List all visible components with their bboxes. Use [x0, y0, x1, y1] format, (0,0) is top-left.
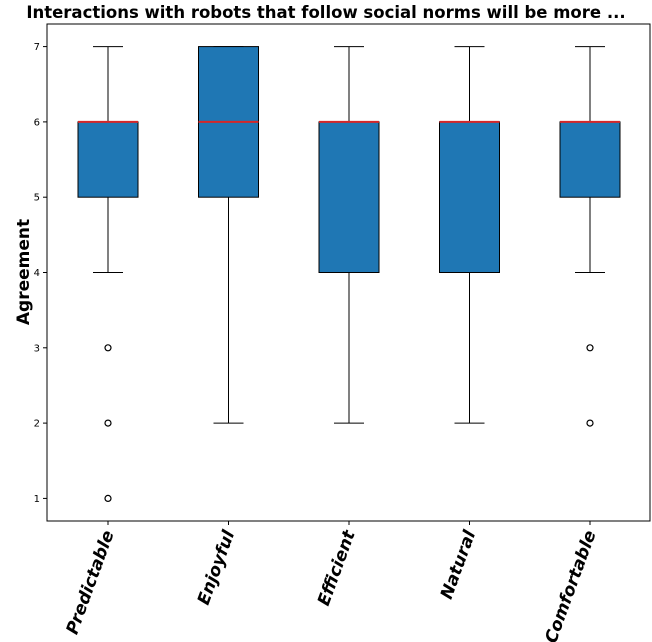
y-tick-label: 7 — [34, 42, 40, 53]
x-category-label: Enjoyful — [194, 527, 240, 608]
iqr-box — [559, 121, 621, 198]
outlier-point — [104, 494, 112, 503]
boxes-layer — [77, 46, 621, 503]
x-category-label: Natural — [437, 527, 481, 602]
y-tick-label: 5 — [34, 193, 40, 204]
x-category-label: Predictable — [63, 528, 119, 637]
y-tick-label: 1 — [34, 494, 40, 505]
iqr-box — [439, 121, 500, 273]
y-tick-label: 4 — [34, 268, 40, 279]
box-enjoyful — [198, 46, 259, 424]
box-comfortable — [559, 46, 621, 427]
x-axis-ticks: Predictable Enjoyful Efficient Natural Comfo… — [63, 521, 601, 642]
iqr-box — [77, 121, 139, 198]
outlier-point — [104, 419, 112, 427]
box-natural — [439, 46, 500, 424]
box-efficient — [318, 46, 380, 424]
x-category-label: Efficient — [314, 527, 360, 609]
outlier-point — [586, 344, 594, 352]
box-predictable — [77, 46, 139, 503]
y-tick-label: 3 — [34, 343, 40, 354]
y-tick-label: 6 — [34, 117, 40, 128]
outlier-point — [104, 344, 112, 352]
iqr-box — [318, 121, 380, 273]
chart-title: Interactions with robots that follow soc… — [26, 3, 626, 22]
outlier-point — [586, 419, 594, 427]
x-category-label: Comfortable — [541, 528, 600, 642]
y-axis-label: Agreement — [14, 219, 34, 325]
y-axis-ticks: 1 2 3 4 5 6 7 — [34, 42, 47, 505]
y-tick-label: 2 — [34, 419, 40, 430]
